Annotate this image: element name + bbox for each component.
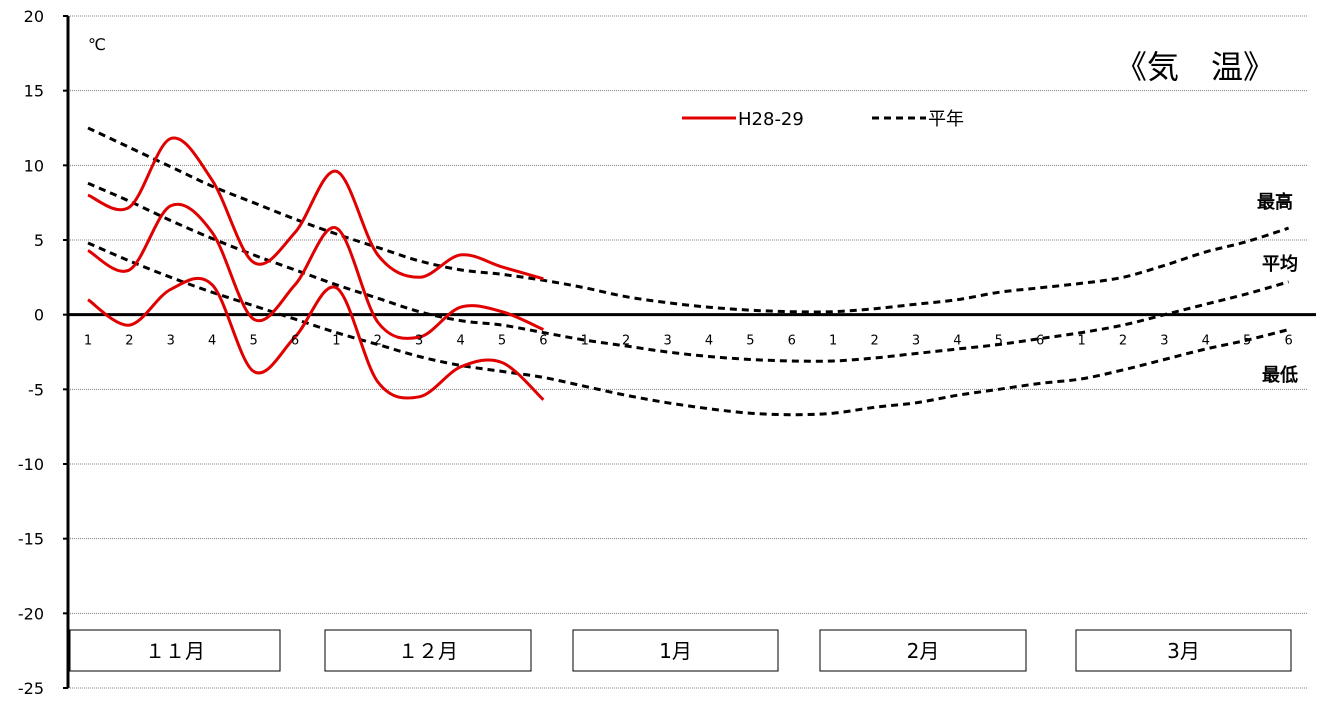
x-tick-label: 1 [581,334,589,349]
y-tick-label: 10 [24,156,44,175]
x-tick-label: 4 [456,334,464,349]
gridlines [68,15,1308,689]
y-tick-label: -10 [18,455,44,474]
unit-label: ℃ [88,35,106,54]
x-tick-label: 3 [415,334,423,349]
x-tick-label: 6 [539,334,547,349]
month-box [572,629,779,672]
x-tick-label: 4 [1202,334,1210,349]
chart-title: 《気 温》 [1115,48,1275,86]
x-tick-label: 3 [1160,334,1168,349]
x-tick-label: 5 [249,334,257,349]
month-label: １１月 [145,639,205,663]
label-min: 最低 [1262,364,1298,386]
x-tick-label: 1 [1077,334,1085,349]
month-label: １２月 [398,639,458,663]
month-label: 1月 [659,639,692,663]
y-tick-label: -15 [18,530,44,549]
y-tick-label: 15 [24,82,44,101]
legend: H28-29 平年 [682,109,964,130]
x-tick-label: 5 [995,334,1003,349]
x-tick-label: 2 [374,334,382,349]
label-avg: 平均 [1262,253,1298,275]
x-tick-label: 6 [1284,334,1292,349]
month-label: 3月 [1167,639,1200,663]
x-tick-label: 4 [208,334,216,349]
x-tick-label: 5 [498,334,506,349]
y-tick-label: 5 [34,231,44,250]
month-label: 2月 [907,639,940,663]
x-tick-label: 4 [953,334,961,349]
x-tick-label: 1 [332,334,340,349]
x-tick-label: 3 [912,334,920,349]
normal-min-line [87,241,1289,417]
x-tick-label: 5 [746,334,754,349]
month-box [69,629,281,672]
normal-max-line [87,126,1290,314]
x-tick-label: 3 [663,334,671,349]
series-lines [87,126,1290,417]
x-tick-labels: 1 2 3 4 5 6 1 2 3 4 5 6 1 2 3 4 5 6 1 2 3 4 5 6 1 2 3 4 5 6 [84,334,1293,349]
x-tick-label: 2 [125,334,133,349]
month-labels: １１月 １２月 1月 2月 3月 [69,629,1292,672]
x-tick-label: 1 [84,334,92,349]
y-tick-label: -5 [28,380,44,399]
x-tick-label: 2 [870,334,878,349]
current-avg-line [87,202,545,340]
y-tick-label: -25 [18,679,44,698]
normal-avg-line [87,181,1290,363]
month-box [1075,629,1292,672]
month-box [819,629,1027,672]
month-box [324,629,532,672]
x-tick-label: 6 [1036,334,1044,349]
x-tick-label: 1 [829,334,837,349]
y-axis: 20 15 10 5 0 -5 -10 -15 -20 -25 [18,7,70,698]
x-tick-label: 6 [788,334,796,349]
x-tick-label: 2 [1119,334,1127,349]
x-tick-label: 5 [1243,334,1251,349]
label-max: 最高 [1257,191,1293,213]
x-tick-label: 6 [291,334,299,349]
current-min-line [87,276,545,401]
x-tick-label: 3 [167,334,175,349]
x-tick-label: 2 [622,334,630,349]
legend-current-label: H28-29 [738,109,804,130]
x-tick-label: 4 [705,334,713,349]
y-tick-label: 0 [34,306,44,325]
current-max-line [87,136,544,281]
y-tick-label: 20 [24,7,44,26]
legend-normal-label: 平年 [928,109,964,130]
y-tick-label: -20 [18,604,44,623]
